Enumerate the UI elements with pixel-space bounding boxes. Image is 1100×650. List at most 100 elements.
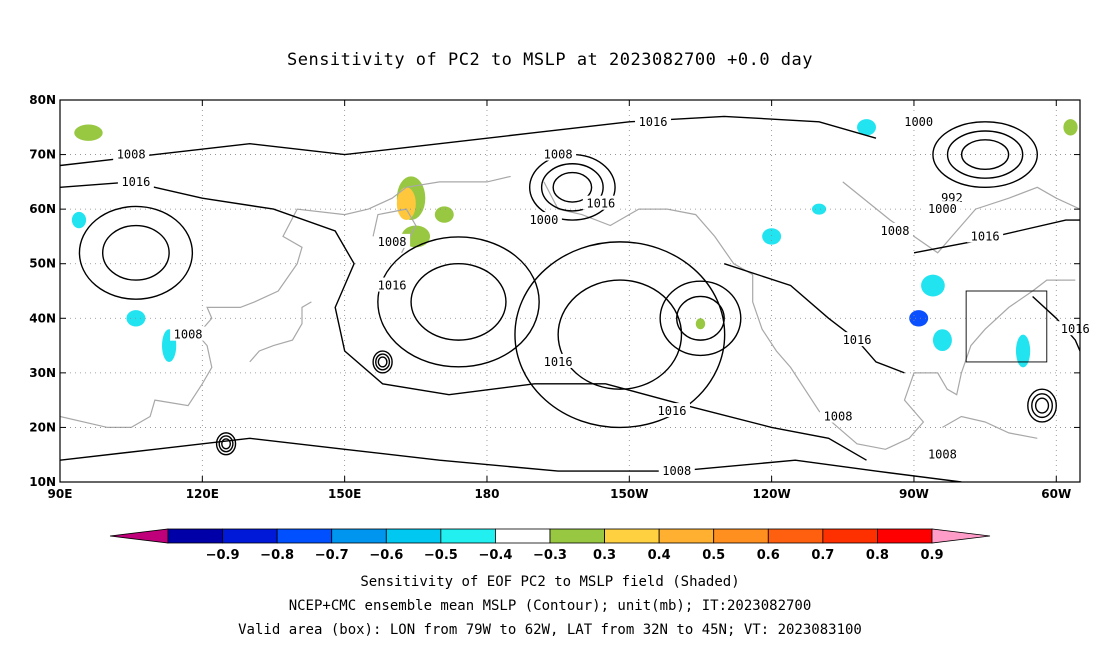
contour-label: 1000	[529, 213, 558, 227]
colorbar-label: 0.3	[593, 548, 616, 563]
colorbar-swatch	[276, 528, 333, 544]
footer-line-1: Sensitivity of EOF PC2 to MSLP field (Sh…	[360, 574, 740, 590]
mslp-contours	[60, 115, 1080, 482]
lat-tick-label: 60N	[29, 202, 56, 216]
lon-tick-label: 150W	[610, 487, 648, 501]
shaded-patch	[71, 211, 87, 229]
contour-label-bg	[374, 233, 411, 248]
mslp-contour	[913, 219, 1080, 254]
mslp-contour	[375, 353, 391, 371]
contour-label: 1008	[174, 328, 203, 342]
lat-tick-label: 10N	[29, 475, 56, 489]
coastline	[249, 301, 312, 363]
mslp-contour	[78, 205, 194, 300]
shaded-patch	[434, 206, 454, 223]
colorbar-end-low	[109, 528, 169, 544]
shaded-patch	[921, 274, 945, 297]
mslp-contour	[676, 295, 725, 341]
colorbar-swatch	[604, 528, 660, 544]
mslp-contour	[221, 438, 232, 450]
mslp-contour	[215, 432, 237, 456]
colorbar-swatch	[822, 528, 878, 544]
contour-label: 1016	[658, 404, 687, 418]
lon-tick-label: 90W	[899, 487, 929, 501]
coastlines	[60, 175, 1080, 450]
contour-label: 1016	[544, 355, 573, 369]
colorbar-label: 0.6	[757, 548, 780, 563]
colorbar-label: −0.3	[533, 548, 567, 563]
contour-label-bg	[658, 463, 695, 478]
shaded-patch	[909, 310, 929, 327]
contour-label: 1016	[971, 229, 1000, 243]
lat-tick-label: 80N	[29, 93, 56, 107]
mslp-contour	[377, 236, 540, 368]
contour-label-bg	[374, 277, 411, 292]
lon-tick-label: 150E	[328, 487, 361, 501]
contour-label-bg	[1057, 321, 1094, 336]
contour-label-bg	[967, 228, 1004, 243]
shaded-patch	[695, 318, 706, 330]
mslp-contour	[218, 435, 234, 453]
contour-label-bg	[540, 146, 577, 161]
footer-line-3: Valid area (box): LON from 79W to 62W, L…	[238, 622, 862, 638]
contour-label-bg	[635, 113, 672, 128]
colorbar: −0.9 −0.8 −0.7 −0.6 −0.5 −0.4 −0.3 0.3 0.4 0.5 0.6…	[109, 528, 991, 563]
contour-label: 1016	[586, 197, 615, 211]
coastline	[543, 181, 1076, 450]
shaded-patch	[811, 203, 827, 215]
valid-box-rect	[965, 290, 1048, 363]
lon-tick-label: 60W	[1041, 487, 1071, 501]
colorbar-label: −0.9	[206, 548, 240, 563]
lat-tick-label: 40N	[29, 311, 56, 325]
shaded-patch	[1063, 119, 1078, 136]
colorbar-label: 0.7	[811, 548, 834, 563]
mslp-contour	[1031, 393, 1053, 419]
mslp-contour	[540, 163, 604, 212]
mslp-contour	[960, 139, 1010, 171]
colorbar-swatch	[167, 528, 223, 544]
colorbar-label: 0.5	[702, 548, 725, 563]
colorbar-label: 0.9	[920, 548, 943, 563]
contour-label: 1008	[544, 148, 573, 162]
valid-area-box	[965, 290, 1048, 363]
plot-title: Sensitivity of PC2 to MSLP at 2023082700…	[286, 50, 813, 70]
colorbar-swatch	[440, 528, 496, 544]
contour-label: 1008	[117, 148, 146, 162]
colorbar-label: −0.8	[260, 548, 294, 563]
mslp-contour	[552, 171, 593, 203]
mslp-contour	[101, 224, 170, 281]
colorbar-swatch	[713, 528, 769, 544]
colorbar-swatch	[331, 528, 387, 544]
shaded-patch	[932, 329, 952, 352]
contour-label-bg	[820, 408, 857, 423]
contour-label: 1008	[378, 235, 407, 249]
contour-label: 1016	[121, 175, 150, 189]
contour-label-bg	[654, 403, 690, 418]
colorbar-swatch	[495, 528, 551, 544]
lon-tick-label: 180	[474, 487, 499, 501]
contour-label-bg	[924, 201, 961, 216]
contour-label-bg	[117, 173, 154, 188]
colorbar-label: −0.5	[424, 548, 458, 563]
lat-tick-label: 70N	[29, 148, 56, 162]
contour-label-bg	[876, 222, 913, 237]
footer-line-2: NCEP+CMC ensemble mean MSLP (Contour); u…	[288, 598, 812, 614]
contour-label-bg	[937, 190, 966, 205]
mslp-contour	[723, 263, 905, 374]
contour-label: 1016	[639, 115, 668, 129]
coastline	[60, 175, 511, 428]
sensitivity-shading	[71, 119, 1078, 368]
contour-label-bg	[582, 195, 619, 210]
contour-label: 1008	[662, 464, 691, 478]
shaded-patch	[762, 228, 782, 245]
shaded-patch	[396, 187, 416, 221]
contour-label-bg	[540, 353, 577, 368]
contour-label: 1000	[904, 115, 933, 129]
colorbar-swatch	[222, 528, 278, 544]
contour-label-bg	[525, 212, 562, 227]
mslp-contour	[410, 263, 507, 341]
mslp-contour	[514, 241, 726, 429]
mslp-contour	[557, 279, 683, 390]
